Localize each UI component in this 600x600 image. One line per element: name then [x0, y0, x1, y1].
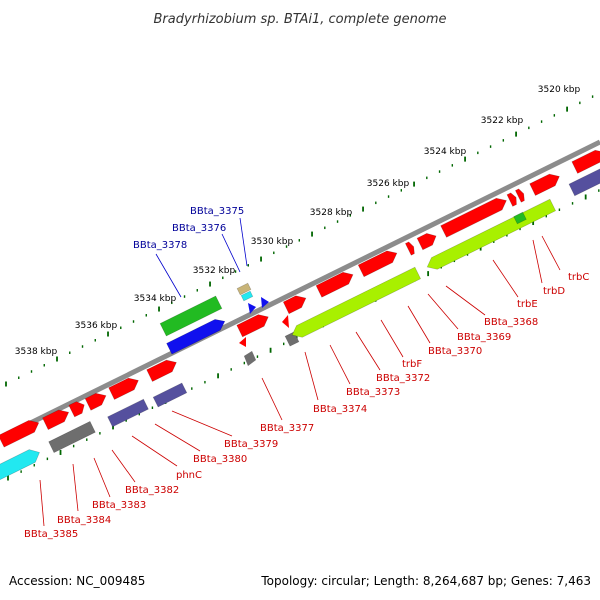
leader-bbta-3370	[407, 305, 431, 344]
leader-bbta-3376	[221, 233, 241, 273]
gene-label-bbta-3377: BBta_3377	[260, 423, 314, 434]
leader-bbta-3373	[329, 344, 351, 385]
forward-gene-5	[146, 359, 177, 382]
leader-bbta-3378	[155, 253, 182, 298]
forward-gene-12	[440, 197, 507, 238]
gene-navy-trbc	[568, 168, 600, 197]
forward-gene-2	[68, 401, 85, 418]
accession-text: Accession: NC_009485	[9, 574, 146, 588]
leader-phnc	[131, 435, 178, 467]
forward-gene-9	[357, 250, 398, 278]
gene-label-bbta-3369: BBta_3369	[457, 332, 511, 343]
gene-label-bbta-3379: BBta_3379	[224, 439, 278, 450]
genome-summary-text: Topology: circular; Length: 8,264,687 bp…	[261, 574, 591, 588]
leader-bbta-3368	[445, 285, 486, 316]
gene-label-trbc: trbC	[568, 272, 589, 283]
map-title: Bradyrhizobium sp. BTAi1, complete genom…	[153, 12, 446, 27]
leader-trbf	[380, 319, 404, 358]
gene-tan-bba3375	[236, 282, 252, 296]
leader-bbta-3377	[261, 377, 283, 421]
kbp-label-3522: 3522 kbp	[481, 116, 524, 126]
gene-blue-bba3378	[166, 319, 226, 355]
gene-cyan-bba3385	[0, 449, 40, 481]
gene-label-phnc: phnC	[176, 470, 202, 481]
kbp-label-3530: 3530 kbp	[251, 237, 294, 247]
gene-label-trbe: trbE	[517, 299, 538, 310]
leader-bbta-3384	[72, 463, 79, 512]
gene-green-bba3378	[159, 295, 223, 337]
gene-label-bbta-3370: BBta_3370	[428, 346, 482, 357]
gene-label-bbta-3384: BBta_3384	[57, 515, 111, 526]
forward-gene-8	[315, 271, 354, 298]
forward-gene-15	[529, 173, 560, 196]
leader-bbta-3383	[93, 457, 111, 498]
leader-bbta-3380	[154, 423, 201, 452]
gene-label-bbta-3375: BBta_3375	[190, 206, 244, 217]
kbp-axis: 3520 kbp 3522 kbp 3524 kbp 3526 kbp 3528 kbp…	[5, 85, 600, 481]
gene-label-bbta-3368: BBta_3368	[484, 317, 538, 328]
kbp-label-3538: 3538 kbp	[15, 347, 58, 357]
kbp-label-3536: 3536 kbp	[75, 321, 118, 331]
forward-gene-11	[416, 233, 437, 251]
kbp-label-3534: 3534 kbp	[134, 294, 177, 304]
kbp-label-3526: 3526 kbp	[367, 179, 410, 189]
forward-gene-7	[282, 295, 307, 315]
kbp-label-3520: 3520 kbp	[538, 85, 581, 95]
gene-label-bbta-3373: BBta_3373	[346, 387, 400, 398]
gene-label-bbta-3372: BBta_3372	[376, 373, 430, 384]
forward-gene-3	[84, 392, 107, 411]
kbp-label-3524: 3524 kbp	[424, 147, 467, 157]
forward-gene-0	[0, 420, 40, 448]
gene-red-arrow-bba3374	[282, 315, 289, 328]
gene-grey-bba3377	[244, 351, 256, 366]
gene-label-trbf: trbF	[402, 359, 422, 370]
gene-label-bbta-3382: BBta_3382	[125, 485, 179, 496]
leader-bbta-3382	[111, 449, 136, 483]
gene-cyan-bba3376	[240, 290, 254, 302]
leader-bbta-3379	[171, 410, 233, 437]
leader-bbta-3375	[239, 217, 248, 267]
forward-gene-6	[236, 314, 269, 338]
leader-bbta-3369	[427, 293, 459, 330]
forward-gene-13	[506, 192, 517, 207]
gene-label-bbta-3383: BBta_3383	[92, 500, 146, 511]
leader-bbta-3374	[304, 351, 319, 401]
forward-gene-16	[571, 149, 600, 174]
gene-label-bbta-3378: BBta_3378	[133, 240, 187, 251]
gene-blue-arrow-b	[261, 297, 269, 308]
kbp-label-3532: 3532 kbp	[193, 266, 236, 276]
gene-red-arrow-bba3377	[239, 337, 246, 347]
gene-label-trbd: trbD	[543, 286, 565, 297]
gene-lime-bba3372	[291, 266, 422, 338]
gene-label-bbta-3376: BBta_3376	[172, 223, 226, 234]
leader-trbc	[541, 235, 561, 271]
leader-bbta-3372	[355, 331, 381, 371]
gene-label-bbta-3380: BBta_3380	[193, 454, 247, 465]
genome-backbone	[0, 139, 600, 441]
gene-navy-bba3380	[107, 398, 149, 428]
forward-gene-10	[404, 241, 415, 256]
gene-grey-bba3384	[48, 420, 96, 454]
gene-blue-arrow-a	[248, 303, 256, 314]
gene-tracks	[0, 139, 600, 481]
gene-green-small	[513, 211, 527, 225]
kbp-label-3528: 3528 kbp	[310, 208, 353, 218]
gene-label-bbta-3374: BBta_3374	[313, 404, 367, 415]
forward-gene-1	[42, 409, 70, 431]
gene-navy-bba3379	[152, 382, 188, 408]
forward-gene-4	[108, 377, 139, 400]
leader-trbd	[532, 239, 543, 284]
gene-label-bbta-3385: BBta_3385	[24, 529, 78, 540]
leader-trbe	[492, 259, 519, 298]
forward-gene-14	[514, 188, 525, 203]
leader-bbta-3385	[39, 479, 45, 527]
